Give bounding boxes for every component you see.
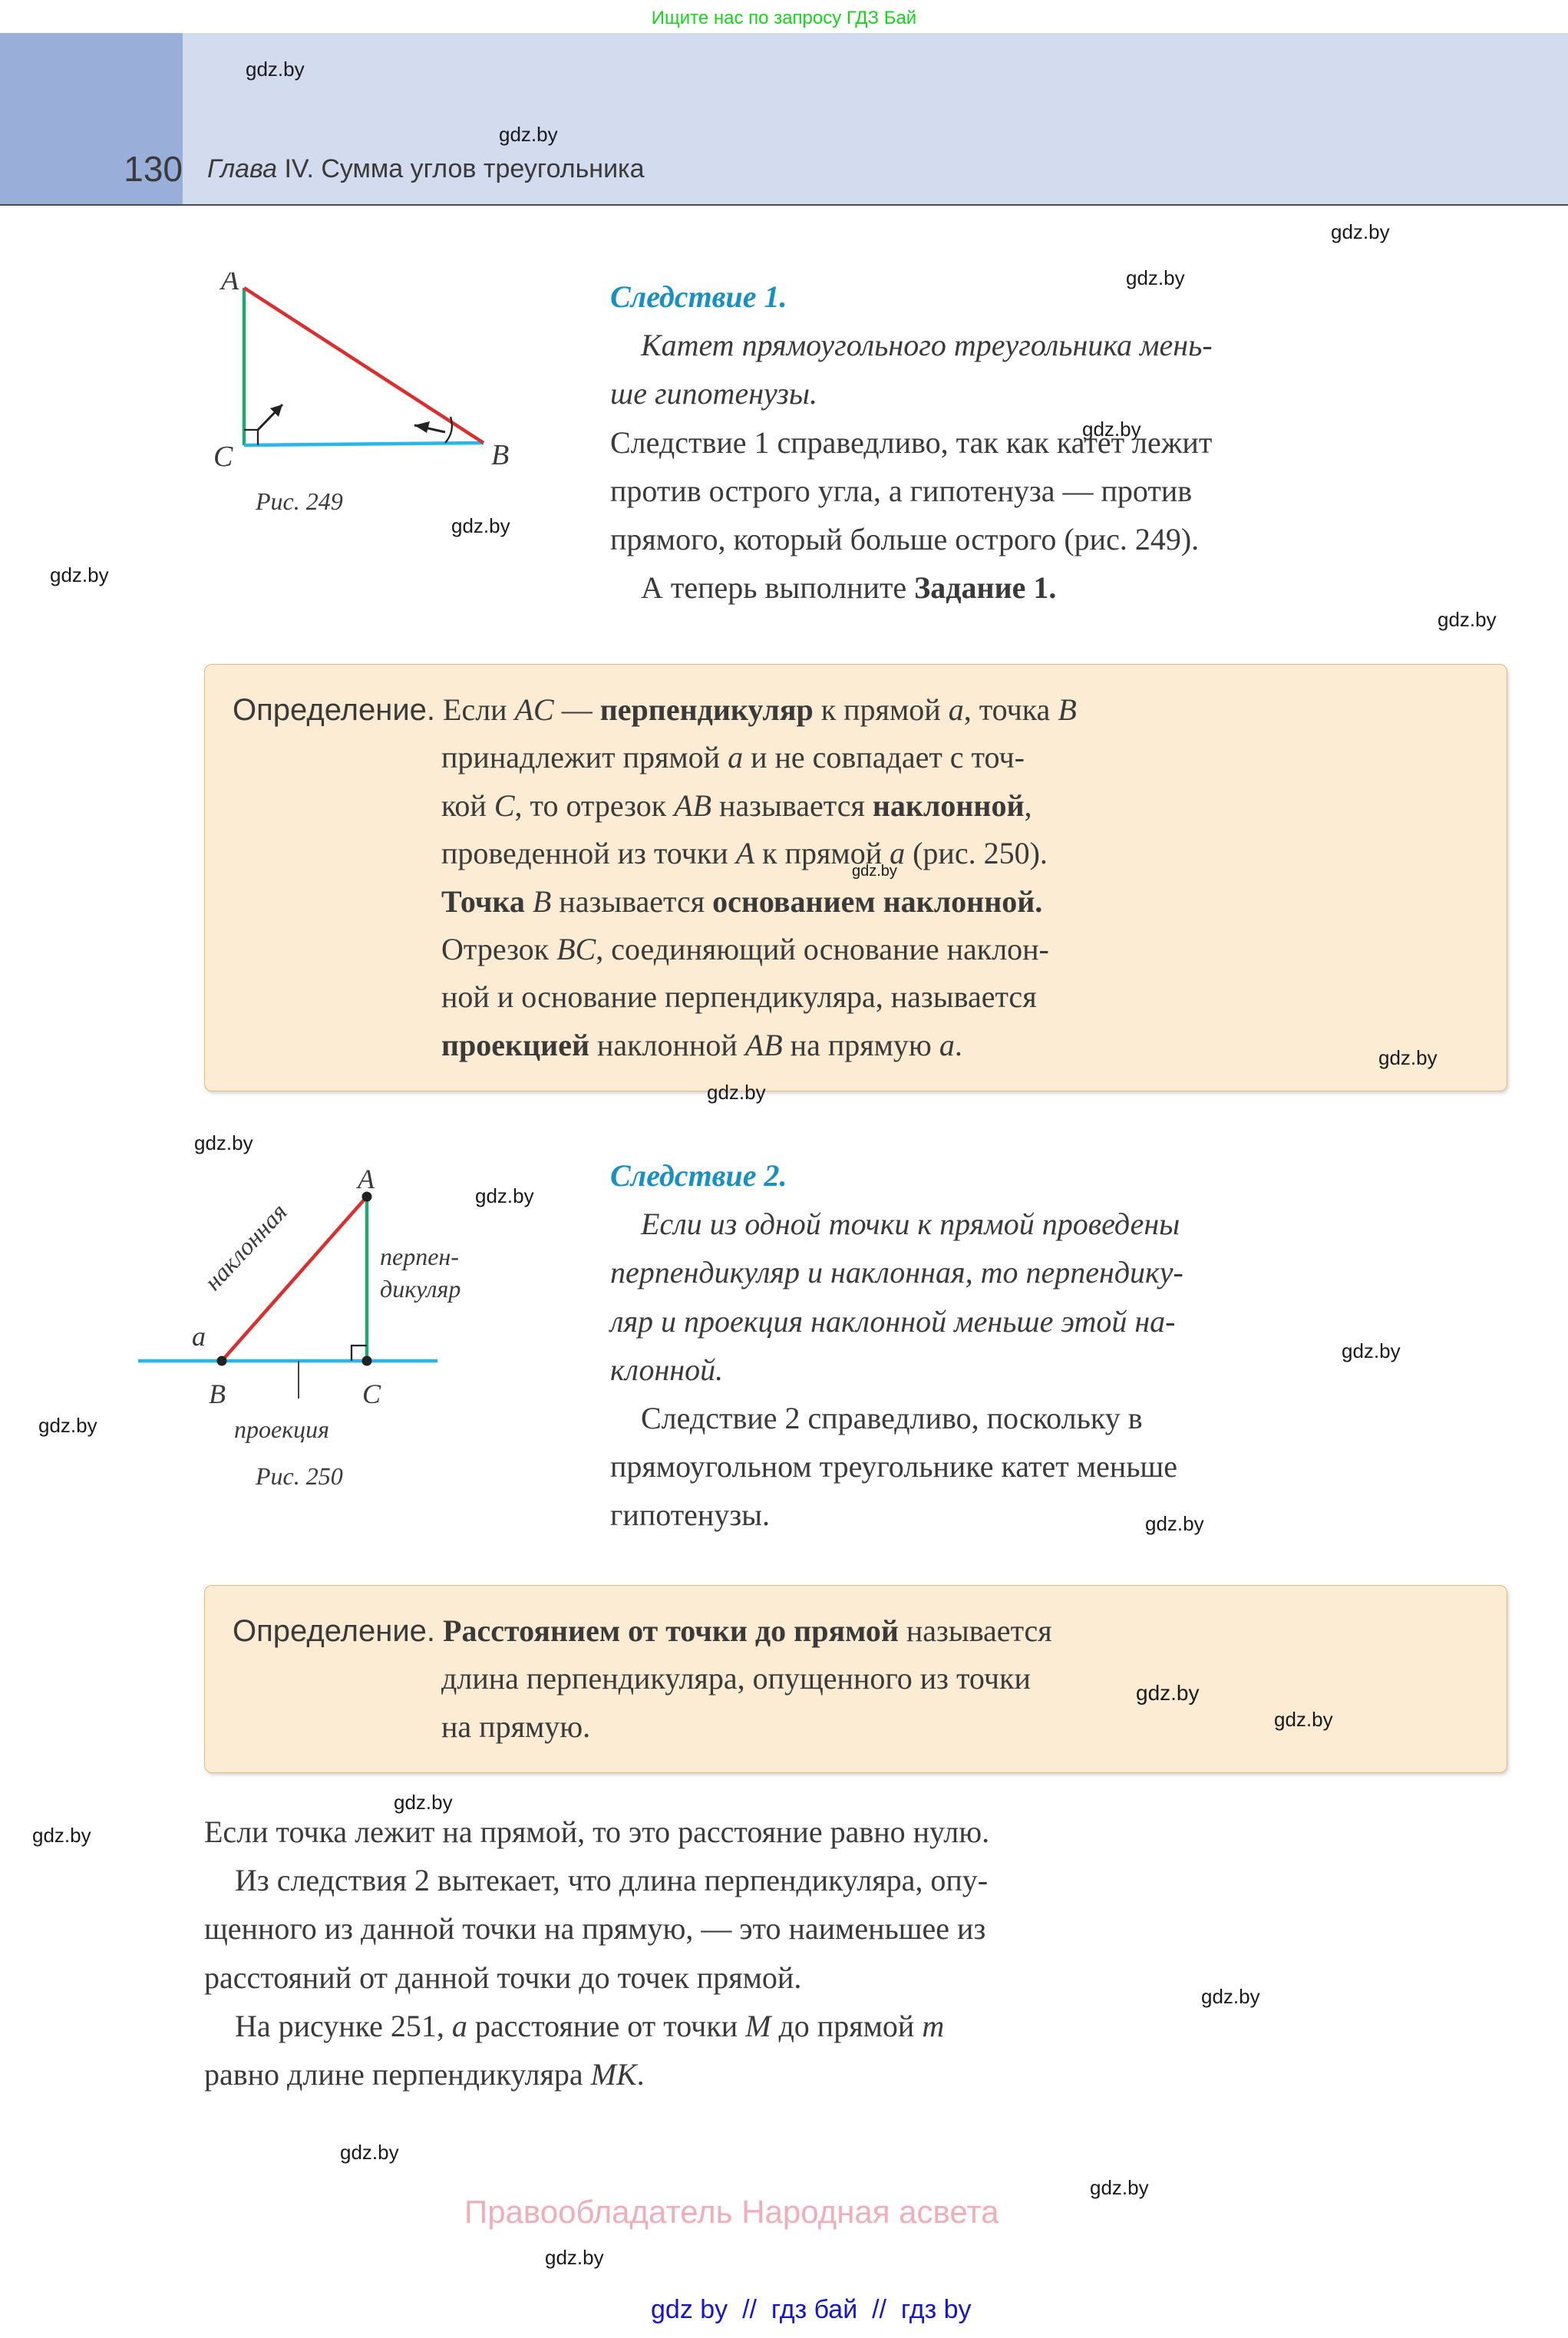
svg-text:C: C xyxy=(213,441,233,472)
svg-text:проекция: проекция xyxy=(234,1415,329,1443)
svg-text:A: A xyxy=(356,1164,375,1194)
svg-text:B: B xyxy=(491,439,509,471)
svg-text:A: A xyxy=(219,272,239,296)
svg-text:дикуляр: дикуляр xyxy=(380,1275,460,1303)
svg-text:C: C xyxy=(362,1379,381,1409)
svg-text:B: B xyxy=(209,1379,226,1409)
svg-text:наклонная: наклонная xyxy=(199,1198,292,1296)
svg-text:перпен-: перпен- xyxy=(380,1243,459,1270)
svg-text:a: a xyxy=(192,1321,206,1352)
